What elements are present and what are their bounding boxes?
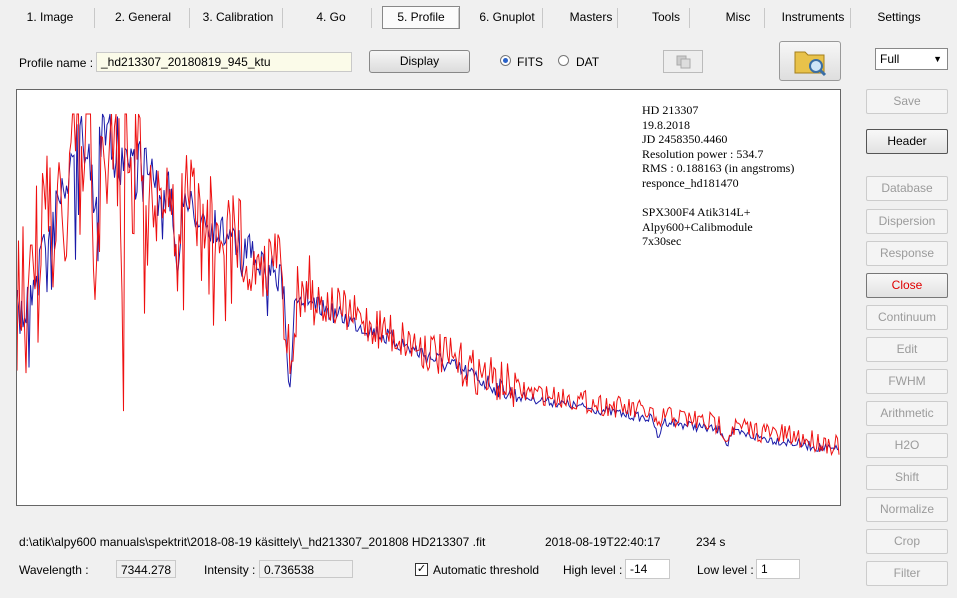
annotation-line: 19.8.2018 xyxy=(642,117,690,132)
tab[interactable]: Tools xyxy=(651,10,680,24)
annotation-line: HD 213307 xyxy=(642,103,699,117)
side-button[interactable]: FWHM xyxy=(866,369,948,394)
tab-separator xyxy=(371,8,372,28)
side-button[interactable]: Crop xyxy=(866,529,948,554)
date: 2018-08-19T22:40:17 xyxy=(545,535,661,549)
annotation-line: RMS : 0.188163 (in angstroms) xyxy=(642,161,795,176)
high-input[interactable]: -14 xyxy=(625,559,670,579)
profile-input[interactable]: _hd213307_20180819_945_ktu xyxy=(96,52,352,72)
side-button[interactable]: Normalize xyxy=(866,497,948,522)
copy-icon xyxy=(676,55,691,69)
side-button[interactable]: Header xyxy=(866,129,948,154)
annotation-line: responce_hd181470 xyxy=(642,175,739,190)
dropdown-arrow: ▼ xyxy=(933,54,942,64)
tab[interactable]: Settings xyxy=(877,10,921,24)
tab-separator xyxy=(542,8,543,28)
tab[interactable]: Misc xyxy=(725,10,751,24)
dropdown-value: Full xyxy=(880,52,900,66)
low-label: Low level : xyxy=(697,563,754,577)
copy-button[interactable] xyxy=(663,50,703,73)
annotation-line: SPX300F4 Atik314L+ xyxy=(642,205,751,219)
tab[interactable]: 6. Gnuplot xyxy=(479,10,535,24)
observed-spectrum xyxy=(17,113,840,457)
side-button[interactable]: Continuum xyxy=(866,305,948,330)
side-button[interactable]: Close xyxy=(866,273,948,298)
tab-separator xyxy=(458,8,459,28)
tab-separator xyxy=(764,8,765,28)
threshold-checkbox[interactable]: ✓ xyxy=(415,563,428,576)
side-button[interactable]: Edit xyxy=(866,337,948,362)
side-button[interactable]: Shift xyxy=(866,465,948,490)
plot-area: HD 213307 19.8.2018 JD 2458350.4460 Resolut… xyxy=(16,89,841,506)
side-button[interactable]: Arithmetic xyxy=(866,401,948,426)
radio-fits[interactable] xyxy=(500,55,511,66)
side-button[interactable]: Database xyxy=(866,176,948,201)
radio-label: DAT xyxy=(576,55,600,69)
reference-spectrum xyxy=(17,113,840,452)
tab[interactable]: Instruments xyxy=(781,10,845,24)
intensity-label: Intensity : xyxy=(204,563,256,577)
tab-separator xyxy=(282,8,283,28)
wavelength-field: 7344.278 xyxy=(116,560,176,578)
side-button[interactable]: Save xyxy=(866,89,948,114)
tab-separator xyxy=(617,8,618,28)
high-label: High level : xyxy=(563,563,623,577)
tab[interactable]: 1. Image xyxy=(26,10,74,24)
annotation-line: 7x30sec xyxy=(642,234,682,249)
tab[interactable]: 3. Calibration xyxy=(202,10,274,24)
spectrum-plot xyxy=(17,113,840,457)
wavelength-label: Wavelength : xyxy=(19,563,89,577)
side-button[interactable]: H2O xyxy=(866,433,948,458)
annotation-block: HD 213307 19.8.2018 JD 2458350.4460 Resolut… xyxy=(642,103,794,191)
tab[interactable]: 2. General xyxy=(114,10,172,24)
low-input[interactable]: 1 xyxy=(756,559,800,579)
radio-label: FITS xyxy=(517,55,543,69)
annotation-line: Resolution power : 534.7 xyxy=(642,146,764,161)
annotation-block: SPX300F4 Atik314L+ Alpy600+Calibmodule 7x3… xyxy=(642,205,753,249)
file-path: d:\atik\alpy600 manuals\spektrit\2018-08… xyxy=(19,535,486,549)
tab-separator xyxy=(189,8,190,28)
display-button[interactable]: Display xyxy=(369,50,470,73)
annotation-line: JD 2458350.4460 xyxy=(642,132,728,147)
zoom-dropdown[interactable]: Full ▼ xyxy=(875,48,948,70)
radio-dat[interactable] xyxy=(558,55,569,66)
threshold-label: Automatic threshold xyxy=(433,563,540,577)
side-button[interactable]: Response xyxy=(866,241,948,266)
tab-separator xyxy=(94,8,95,28)
annotation-line: Alpy600+Calibmodule xyxy=(642,219,753,234)
profile-label: Profile name : xyxy=(19,56,94,70)
exposure: 234 s xyxy=(696,535,726,549)
tab[interactable]: 5. Profile xyxy=(382,6,460,29)
folder-icon xyxy=(794,51,827,77)
side-button[interactable]: Filter xyxy=(866,561,948,586)
intensity-field: 0.736538 xyxy=(259,560,353,578)
tab-separator xyxy=(689,8,690,28)
side-button[interactable]: Dispersion xyxy=(866,209,948,234)
tab[interactable]: 4. Go xyxy=(316,10,346,24)
open-button[interactable] xyxy=(779,41,841,81)
tab-separator xyxy=(850,8,851,28)
tab[interactable]: Masters xyxy=(569,10,613,24)
